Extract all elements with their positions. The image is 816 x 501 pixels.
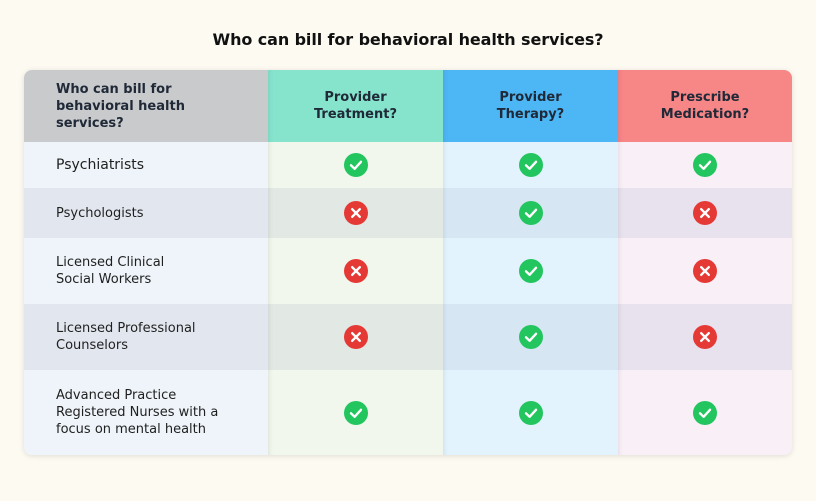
row-label-text: Licensed Professional Counselors xyxy=(56,321,196,353)
row-label: Licensed Clinical Social Workers xyxy=(24,238,268,304)
page-title: Who can bill for behavioral health servi… xyxy=(212,30,604,49)
check-circle-icon xyxy=(518,400,543,425)
cross-circle-icon xyxy=(693,259,717,283)
header-medication: Prescribe Medication? xyxy=(618,70,792,142)
row-label-text: Advanced Practice Registered Nurses with… xyxy=(56,388,219,437)
row-treatment-mark xyxy=(268,370,443,455)
cross-circle-icon xyxy=(693,201,717,225)
header-provider-type: Who can bill for behavioral health servi… xyxy=(24,70,268,142)
check-circle-icon xyxy=(693,153,717,177)
row-therapy-mark xyxy=(443,188,618,238)
row-medication-mark xyxy=(618,238,792,304)
row-label-text: Psychologists xyxy=(56,205,144,221)
row-therapy-mark xyxy=(443,370,618,455)
check-circle-icon xyxy=(693,400,717,425)
row-medication-mark xyxy=(618,370,792,455)
header-treatment-label: Provider Treatment? xyxy=(313,90,398,122)
row-label-text: Psychiatrists xyxy=(56,156,145,173)
row-label-text: Licensed Clinical Social Workers xyxy=(56,255,165,287)
cross-circle-icon xyxy=(343,325,368,349)
billing-table: Who can bill for behavioral health servi… xyxy=(24,70,792,455)
row-label: Licensed Professional Counselors xyxy=(24,304,268,370)
row-medication-mark xyxy=(618,304,792,370)
row-treatment-mark xyxy=(268,304,443,370)
cross-circle-icon xyxy=(343,201,368,225)
cross-circle-icon xyxy=(693,325,717,349)
row-treatment-mark xyxy=(268,142,443,188)
header-treatment: Provider Treatment? xyxy=(268,70,443,142)
row-label: Psychiatrists xyxy=(24,142,268,188)
row-treatment-mark xyxy=(268,238,443,304)
check-circle-icon xyxy=(343,400,368,425)
row-therapy-mark xyxy=(443,142,618,188)
row-label: Advanced Practice Registered Nurses with… xyxy=(24,370,268,455)
header-therapy-label: Provider Therapy? xyxy=(496,90,565,122)
header-medication-label: Prescribe Medication? xyxy=(660,90,750,122)
check-circle-icon xyxy=(518,153,543,177)
check-circle-icon xyxy=(518,325,543,349)
row-treatment-mark xyxy=(268,188,443,238)
check-circle-icon xyxy=(343,153,368,177)
row-therapy-mark xyxy=(443,304,618,370)
cross-circle-icon xyxy=(343,259,368,283)
row-medication-mark xyxy=(618,188,792,238)
header-therapy: Provider Therapy? xyxy=(443,70,618,142)
row-label: Psychologists xyxy=(24,188,268,238)
check-circle-icon xyxy=(518,259,543,283)
row-therapy-mark xyxy=(443,238,618,304)
check-circle-icon xyxy=(518,201,543,225)
row-medication-mark xyxy=(618,142,792,188)
header-provider-type-label: Who can bill for behavioral health servi… xyxy=(56,81,185,131)
